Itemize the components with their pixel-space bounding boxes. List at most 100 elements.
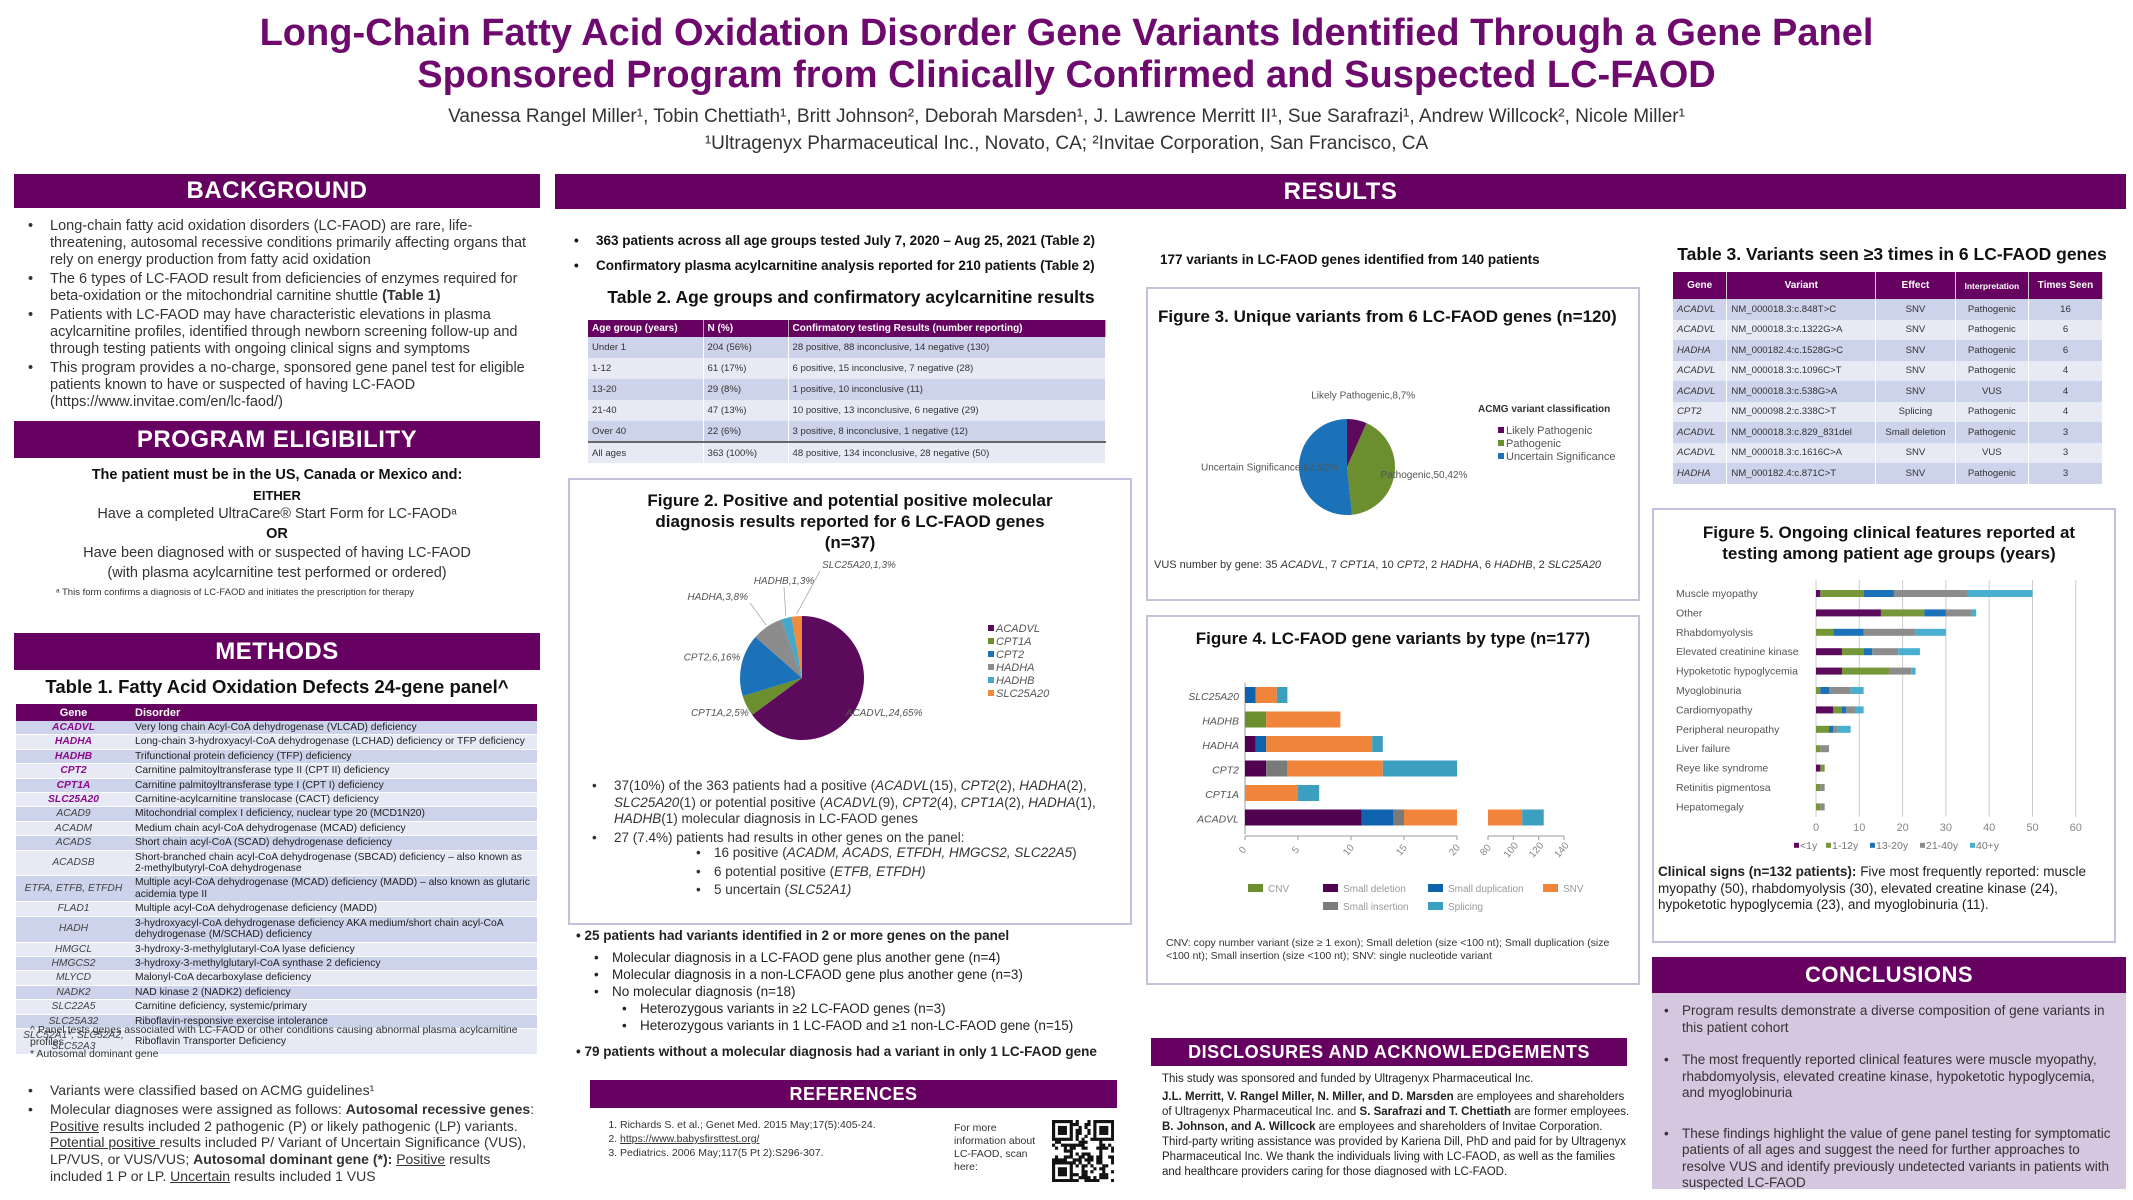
x-tick-label: 140 [1553, 840, 1572, 860]
list-item: 6 potential positive (ETFB, ETFDH) [690, 864, 1110, 881]
text-segment: Uncertain [170, 1167, 231, 1184]
bar-snv [1488, 809, 1523, 826]
table-row: 13-20 29 (8%) 1 positive, 10 inconclusive … [588, 379, 1106, 400]
qr-code-icon[interactable] [1052, 1120, 1114, 1182]
qr-caption: For more information about LC-FAOD, scan… [954, 1122, 1036, 1173]
table-cell: 1 positive, 10 inconclusive (11) [788, 379, 1106, 400]
bar-1-12y [1833, 706, 1842, 714]
qr-module [1090, 1164, 1094, 1168]
qr-module [1063, 1167, 1067, 1171]
y-tick-label: ACADVL [1196, 814, 1239, 826]
text-segment: , 2 [1532, 559, 1548, 571]
table-row: ACADVL Very long chain Acyl-CoA dehydroge… [16, 721, 537, 736]
qr-module [1069, 1167, 1073, 1171]
legend-swatch [988, 677, 994, 683]
bar-<1y [1816, 590, 1821, 597]
table-row: HADHB Trifunctional protein deficiency (T… [16, 749, 537, 765]
gene-cell: HADH [16, 916, 131, 943]
conclusions-panel: Program results demonstrate a diverse co… [1652, 993, 2126, 1190]
table-cell: 3 positive, 8 inconclusive, 1 negative (… [788, 421, 1106, 442]
conclusion-item: Program results demonstrate a diverse co… [1658, 1003, 2116, 1036]
qr-module [1105, 1120, 1109, 1124]
table-row: ACADVL NM_000018.3:c.829_831del Small dele… [1673, 422, 2104, 443]
table-cell: 6 [2028, 319, 2104, 340]
disclosures-conflicts: J.L. Merritt, V. Rangel Miller, N. Mille… [1162, 1090, 1632, 1180]
gene-cell: ACADM [16, 821, 131, 837]
table-row: ACADVL NM_000018.3:c.1096C>T SNV Pathogenic… [1673, 360, 2104, 381]
figure5-note-text: Five most frequently reported: muscle my… [1658, 864, 2087, 912]
table-row: CPT2 Carnitine palmitoyltransferase type … [16, 763, 537, 779]
disorder-cell: NAD kinase 2 (NADK2) deficiency [131, 985, 537, 1001]
table-cell: 6 positive, 15 inconclusive, 7 negative … [788, 358, 1106, 379]
qr-module [1099, 1173, 1103, 1177]
legend-label: Splicing [1448, 902, 1483, 913]
qr-module [1066, 1143, 1070, 1147]
table-row: SLC22A5 Carnitine deficiency, systemic/pr… [16, 999, 537, 1015]
legend-swatch [1498, 440, 1504, 446]
bar-21-40y [1820, 745, 1829, 753]
table-cell: ACADVL [1673, 422, 1728, 443]
bar-1-12y [1841, 667, 1890, 675]
table-row: NADK2 NAD kinase 2 (NADK2) deficiency [16, 985, 537, 1001]
eligibility-requirement: The patient must be in the US, Canada or… [91, 467, 463, 483]
qr-module [1075, 1164, 1079, 1168]
qr-module [1087, 1128, 1091, 1133]
qr-module [1057, 1137, 1062, 1141]
qr-module [1075, 1128, 1079, 1133]
table-cell: HADHA [1673, 340, 1728, 361]
qr-module [1072, 1122, 1076, 1127]
text-segment: Potential positive [50, 1134, 160, 1151]
qr-module [1060, 1125, 1065, 1130]
table-row: SLC25A20 Carnitine-acylcarnitine transloc… [16, 792, 537, 808]
table1-title: Table 1. Fatty Acid Oxidation Defects 24… [45, 676, 509, 697]
table-cell: 3 [2028, 422, 2104, 443]
text-segment: are employees and shareholders of Ultrag… [1162, 1091, 1625, 1118]
table-row: HMGCL 3-hydroxy-3-methylglutaryl-CoA lyas… [16, 942, 537, 957]
qr-module [1111, 1149, 1114, 1153]
table-cell: ACADVL [1673, 299, 1728, 320]
qr-module [1054, 1161, 1059, 1165]
qr-module [1087, 1155, 1091, 1159]
y-tick-label: Peripheral neuropathy [1676, 724, 1780, 736]
qr-module [1072, 1161, 1076, 1165]
text-segment: results included 1 VUS [230, 1167, 376, 1184]
text-segment: , 2 [1424, 559, 1441, 571]
table-cell: Splicing [1875, 401, 1956, 422]
qr-module [1093, 1176, 1097, 1180]
figure2-subfindings: 16 positive (ACADM, ACADS, ETFDH, HMGCS2… [690, 845, 1110, 901]
text-segment: ETFB, ETFDH) [834, 863, 926, 879]
qr-module [1052, 1128, 1056, 1133]
legend-label: 21-40y [1926, 840, 1959, 852]
qr-module [1099, 1161, 1103, 1165]
gene-cell: HMGCL [16, 942, 131, 957]
eligibility-section: The patient must be in the US, Canada or… [14, 466, 540, 603]
table-cell: SNV [1875, 442, 1956, 463]
pie-slice-cpt2 [740, 637, 802, 697]
pie-data-label: Uncertain Significance,62,52% [1201, 463, 1337, 474]
table-row: CPT1A Carnitine palmitoyltransferase type… [16, 778, 537, 794]
reference-link[interactable]: https://www.babysfirsttest.org/ [620, 1132, 940, 1146]
bar-40+y [1915, 628, 1946, 636]
table-row: HADHA NM_000182.4:c.871C>T SNV Pathogenic 3 [1673, 463, 2104, 484]
legend-label: CPT2 [996, 649, 1024, 661]
qr-module [1078, 1128, 1082, 1133]
qr-module [1084, 1125, 1088, 1130]
eligibility-option-2: Have been diagnosed with or suspected of… [83, 545, 471, 561]
text-segment: (1), [1075, 794, 1096, 810]
qr-module [1063, 1128, 1067, 1133]
table-cell: ACADVL [1673, 360, 1728, 381]
table-row: ACADSB Short-branched chain acyl-CoA dehy… [16, 850, 537, 877]
qr-module [1093, 1167, 1097, 1171]
qr-module [1066, 1179, 1070, 1182]
disclosures-body: This study was sponsored and funded by U… [1162, 1072, 1632, 1180]
qr-module [1054, 1146, 1059, 1150]
bar-13-20y [1863, 590, 1894, 597]
qr-module [1063, 1173, 1067, 1177]
qr-module [1111, 1125, 1114, 1130]
list-item: 5 uncertain (SLC52A1) [690, 882, 1110, 899]
bar-<1y [1816, 667, 1842, 675]
legend-swatch [988, 690, 994, 696]
affiliations: ¹Ultragenyx Pharmaceutical Inc., Novato,… [704, 133, 1429, 154]
qr-module [1063, 1149, 1067, 1153]
figure5-title: Figure 5. Ongoing clinical features repo… [1702, 523, 2076, 563]
